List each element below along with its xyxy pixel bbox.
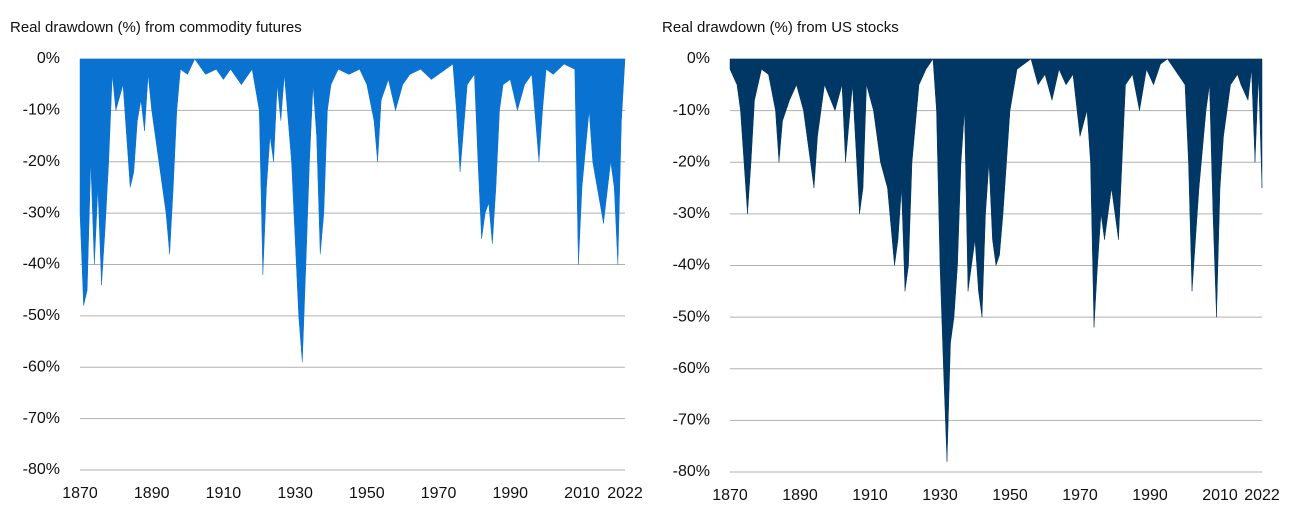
x-tick-label: 1950 <box>349 485 385 502</box>
y-tick-label: -20% <box>673 153 710 170</box>
chart: Real drawdown (%) from US stocks 0% -10% -2… <box>662 19 1280 504</box>
y-tick-label: -50% <box>23 307 60 324</box>
x-tick-label: 2010 <box>1202 487 1238 504</box>
y-tick-label: -60% <box>673 360 710 377</box>
y-tick-label: -20% <box>23 153 60 170</box>
x-tick-label: 2022 <box>607 485 643 502</box>
y-tick-label: -40% <box>23 256 60 273</box>
y-tick-label: -30% <box>23 204 60 221</box>
y-tick-label: -70% <box>23 410 60 427</box>
chart: Real drawdown (%) from commodity futures… <box>10 19 643 502</box>
y-tick-label: -70% <box>673 412 710 429</box>
x-tick-label: 1990 <box>492 485 528 502</box>
chart-title: Real drawdown (%) from commodity futures <box>10 19 302 36</box>
y-tick-label: -80% <box>673 463 710 480</box>
x-tick-label: 1930 <box>922 487 958 504</box>
x-tick-label: 1970 <box>1062 487 1098 504</box>
x-tick-label: 2010 <box>564 485 600 502</box>
x-tick-label: 1890 <box>782 487 818 504</box>
y-tick-label: -10% <box>673 102 710 119</box>
y-tick-label: -40% <box>673 257 710 274</box>
x-tick-label: 2022 <box>1244 487 1280 504</box>
area <box>729 58 1263 462</box>
y-tick-label: -10% <box>23 102 60 119</box>
y-tick-label: -50% <box>673 308 710 325</box>
y-tick-label: -60% <box>23 358 60 375</box>
x-tick-label: 1870 <box>712 487 748 504</box>
area <box>79 58 626 363</box>
y-tick-label: -30% <box>673 205 710 222</box>
x-tick-label: 1910 <box>206 485 242 502</box>
x-tick-label: 1990 <box>1132 487 1168 504</box>
y-tick-label: 0% <box>687 50 710 67</box>
x-tick-label: 1890 <box>134 485 170 502</box>
x-tick-label: 1930 <box>277 485 313 502</box>
x-tick-label: 1910 <box>852 487 888 504</box>
x-tick-label: 1870 <box>62 485 98 502</box>
y-tick-label: 0% <box>37 50 60 67</box>
x-tick-label: 1970 <box>421 485 457 502</box>
y-tick-label: -80% <box>23 461 60 478</box>
x-tick-label: 1950 <box>992 487 1028 504</box>
chart-title: Real drawdown (%) from US stocks <box>662 19 899 36</box>
